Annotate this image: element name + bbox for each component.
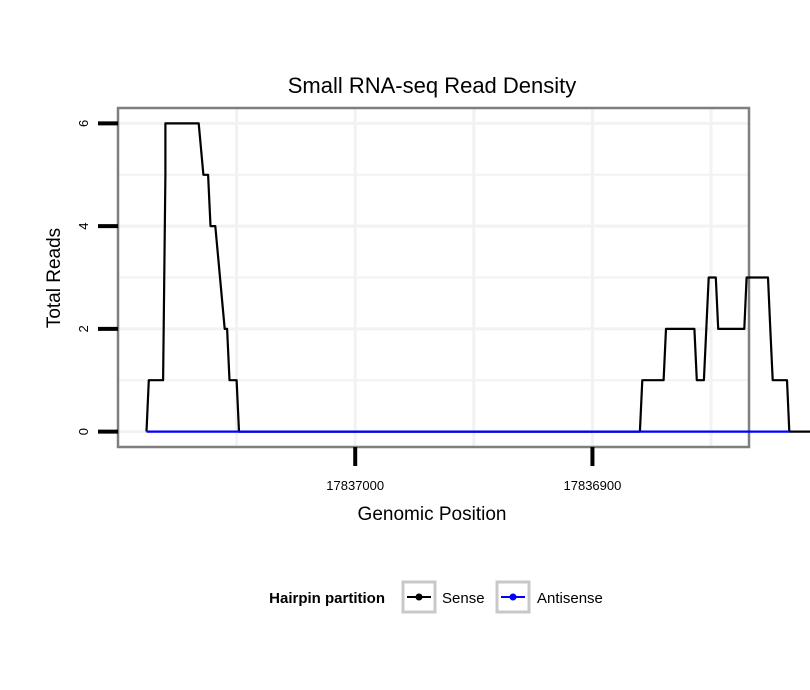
x-tick-label: 17837000	[326, 478, 384, 493]
y-tick-label: 0	[76, 428, 91, 435]
legend-label-sense: Sense	[442, 590, 485, 607]
y-axis-label: Total Reads	[44, 228, 65, 328]
series-line-sense	[145, 122, 810, 433]
grid	[118, 108, 749, 447]
legend-dot-antisense	[509, 593, 517, 601]
series-layer	[145, 122, 810, 433]
legend-label-antisense: Antisense	[537, 590, 603, 607]
x-axis-label: Genomic Position	[358, 504, 507, 525]
y-tick-label: 4	[76, 223, 91, 230]
y-axis: 0 2 4 6	[76, 120, 118, 435]
legend-item-sense: Sense	[401, 580, 485, 614]
y-tick-label: 6	[76, 120, 91, 127]
x-axis: 17837000 17836900	[326, 447, 621, 493]
legend-dot-sense	[415, 593, 423, 601]
legend-title: Hairpin partition	[269, 590, 385, 607]
legend-item-antisense: Antisense	[495, 580, 603, 614]
y-tick-label: 2	[76, 325, 91, 332]
chart-title: Small RNA-seq Read Density	[288, 73, 577, 98]
legend: Hairpin partition Sense Antisense	[269, 580, 603, 614]
x-tick-label: 17836900	[564, 478, 622, 493]
